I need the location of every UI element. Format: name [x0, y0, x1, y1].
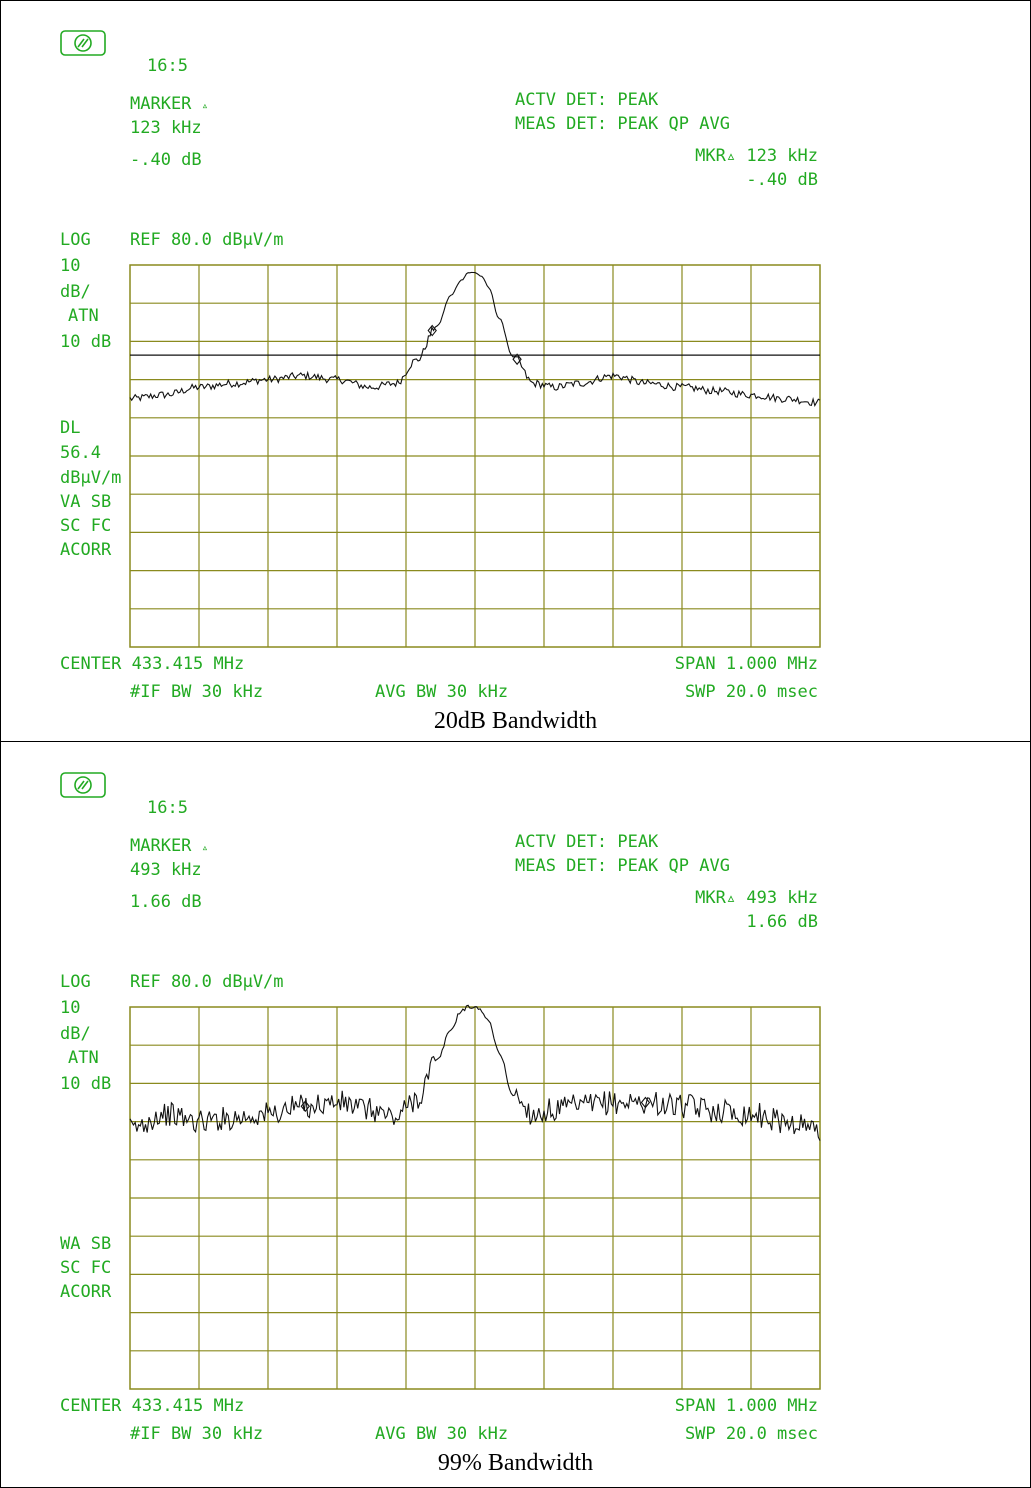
mode-readout-3: ACORR — [60, 1282, 112, 1302]
marker-delta-icon — [512, 353, 522, 366]
attenuation-label: ATN — [68, 306, 99, 326]
center-frequency: CENTER 433.415 MHz — [60, 1396, 245, 1416]
panel-99pct-bandwidth: 16:5 MARKER ▵ 493 kHz 1.66 dB ACTV DET: … — [0, 742, 1031, 1483]
marker-title: MARKER ▵ — [130, 836, 209, 856]
marker-delta-icon — [640, 1096, 651, 1109]
active-detector: ACTV DET: PEAK — [515, 832, 659, 852]
scale-division: 10 — [60, 998, 81, 1018]
scale-unit: dB/ — [60, 282, 91, 302]
marker-title: MARKER ▵ — [130, 94, 209, 114]
if-bandwidth: #IF BW 30 kHz — [130, 1424, 264, 1444]
span-readout: SPAN 1.000 MHz — [674, 654, 818, 674]
active-detector: ACTV DET: PEAK — [515, 90, 659, 110]
avg-bandwidth: AVG BW 30 kHz — [375, 1424, 509, 1444]
marker-amplitude: -.40 dB — [130, 150, 202, 170]
attenuation-label: ATN — [68, 1048, 99, 1068]
scale-unit: dB/ — [60, 1024, 91, 1044]
attenuation-value: 10 dB — [60, 1074, 112, 1094]
mode-readout-1: VA SB — [60, 492, 112, 512]
sweep-time: SWP 20.0 msec — [684, 682, 818, 702]
sweep-time: SWP 20.0 msec — [684, 1424, 818, 1444]
marker-frequency: 493 kHz — [130, 860, 202, 880]
mkr-delta-amplitude: -.40 dB — [746, 170, 818, 190]
reference-level: REF 80.0 dBµV/m — [130, 972, 284, 992]
marker-amplitude: 1.66 dB — [130, 892, 202, 912]
mode-readout-3: ACORR — [60, 540, 112, 560]
figure-caption: 20dB Bandwidth — [433, 708, 598, 734]
mkr-delta-amplitude: 1.66 dB — [746, 912, 818, 932]
scale-type: LOG — [60, 230, 91, 250]
spectrum-trace — [129, 271, 821, 407]
panel-divider — [0, 741, 1031, 742]
panel-20db-bandwidth: 16:5 MARKER ▵ 123 kHz -.40 dB ACTV DET: … — [0, 0, 1031, 741]
measure-detector: MEAS DET: PEAK QP AVG — [515, 856, 730, 876]
scale-type: LOG — [60, 972, 91, 992]
reference-level: REF 80.0 dBµV/m — [130, 230, 284, 250]
marker-reference-icon — [427, 324, 437, 337]
scale-division: 10 — [60, 256, 81, 276]
display-line-value: 56.4 — [60, 443, 101, 463]
mode-readout-2: SC FC — [60, 1258, 112, 1278]
avg-bandwidth: AVG BW 30 kHz — [375, 682, 509, 702]
spectrum-trace — [129, 1004, 821, 1141]
mkr-delta-frequency: MKR▵ 123 kHz — [695, 146, 818, 166]
spectrum-plot-99pct — [129, 1004, 821, 1390]
clock-readout: 16:5 — [147, 56, 188, 76]
display-line-label: DL — [60, 418, 81, 438]
figure-caption: 99% Bandwidth — [437, 1450, 594, 1476]
display-line-unit: dBµV/m — [60, 468, 122, 488]
mode-readout-1: WA SB — [60, 1234, 112, 1254]
center-frequency: CENTER 433.415 MHz — [60, 654, 245, 674]
hp-logo-icon — [60, 772, 106, 798]
hp-logo-icon — [60, 30, 106, 56]
attenuation-value: 10 dB — [60, 332, 112, 352]
if-bandwidth: #IF BW 30 kHz — [130, 682, 264, 702]
marker-frequency: 123 kHz — [130, 118, 202, 138]
spectrum-plot-20db — [129, 264, 821, 648]
span-readout: SPAN 1.000 MHz — [674, 1396, 818, 1416]
mode-readout-2: SC FC — [60, 516, 112, 536]
clock-readout: 16:5 — [147, 798, 188, 818]
marker-reference-icon — [300, 1100, 310, 1113]
mkr-delta-frequency: MKR▵ 493 kHz — [695, 888, 818, 908]
measure-detector: MEAS DET: PEAK QP AVG — [515, 114, 730, 134]
